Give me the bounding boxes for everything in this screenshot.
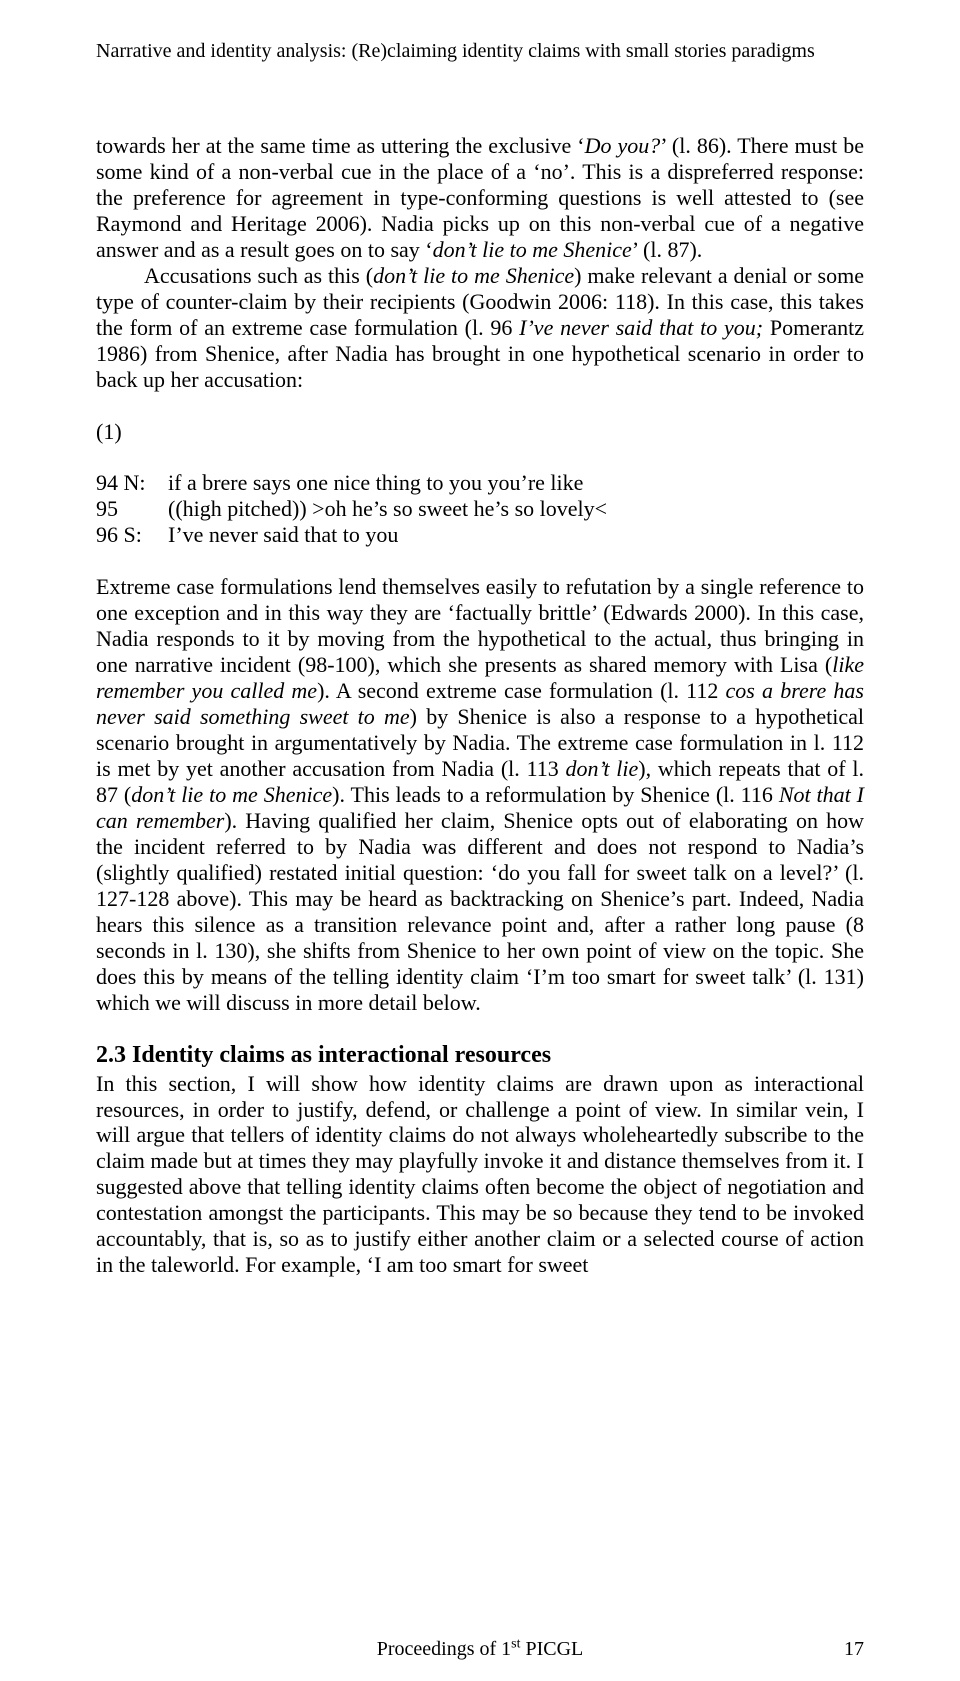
text: Extreme case formulations lend themselve…: [96, 574, 864, 677]
footer-center: Proceedings of 1st PICGL: [96, 1638, 864, 1661]
text: towards her at the same time as uttering…: [96, 133, 585, 158]
gap: [96, 1016, 864, 1042]
running-head: Narrative and identity analysis: (Re)cla…: [96, 40, 864, 63]
gap: [96, 444, 864, 470]
line-text: I’ve never said that to you: [168, 522, 864, 548]
line-text: if a brere says one nice thing to you yo…: [168, 470, 864, 496]
italic: Do you?: [585, 133, 661, 158]
gap: [96, 393, 864, 419]
example-row: 94 N: if a brere says one nice thing to …: [96, 470, 864, 496]
example-row: 96 S: I’ve never said that to you: [96, 522, 864, 548]
gap: [96, 548, 864, 574]
line-number: 96 S:: [96, 522, 168, 548]
section-heading: 2.3 Identity claims as interactional res…: [96, 1042, 864, 1069]
line-number: 95: [96, 496, 168, 522]
italic: don’t lie to me Shenice: [131, 782, 332, 807]
line-text: ((high pitched)) >oh he’s so sweet he’s …: [168, 496, 864, 522]
italic: don’t lie: [566, 756, 639, 781]
paragraph-3: Extreme case formulations lend themselve…: [96, 574, 864, 1015]
example-block: 94 N: if a brere says one nice thing to …: [96, 470, 864, 548]
footer-text: PICGL: [520, 1638, 583, 1660]
page-footer: Proceedings of 1st PICGL 17: [96, 1638, 864, 1661]
paragraph-4: In this section, I will show how identit…: [96, 1071, 864, 1279]
footer-text: Proceedings of 1: [377, 1638, 511, 1660]
italic: I’ve never said that to you;: [519, 315, 763, 340]
example-label: (1): [96, 419, 864, 445]
text: ). This leads to a reformulation by Shen…: [332, 782, 779, 807]
text: ). A second extreme case formulation (l.…: [317, 678, 725, 703]
example-row: 95 ((high pitched)) >oh he’s so sweet he…: [96, 496, 864, 522]
text: ). Having qualified her claim, Shenice o…: [96, 808, 864, 1015]
text: Accusations such as this (: [144, 263, 373, 288]
italic: don’t lie to me Shenice: [433, 237, 632, 262]
paragraph-1: towards her at the same time as uttering…: [96, 133, 864, 263]
italic: don’t lie to me Shenice: [373, 263, 574, 288]
paragraph-2: Accusations such as this (don’t lie to m…: [96, 263, 864, 393]
page: Narrative and identity analysis: (Re)cla…: [0, 0, 960, 1681]
text: ’ (l. 87).: [632, 237, 702, 262]
line-number: 94 N:: [96, 470, 168, 496]
